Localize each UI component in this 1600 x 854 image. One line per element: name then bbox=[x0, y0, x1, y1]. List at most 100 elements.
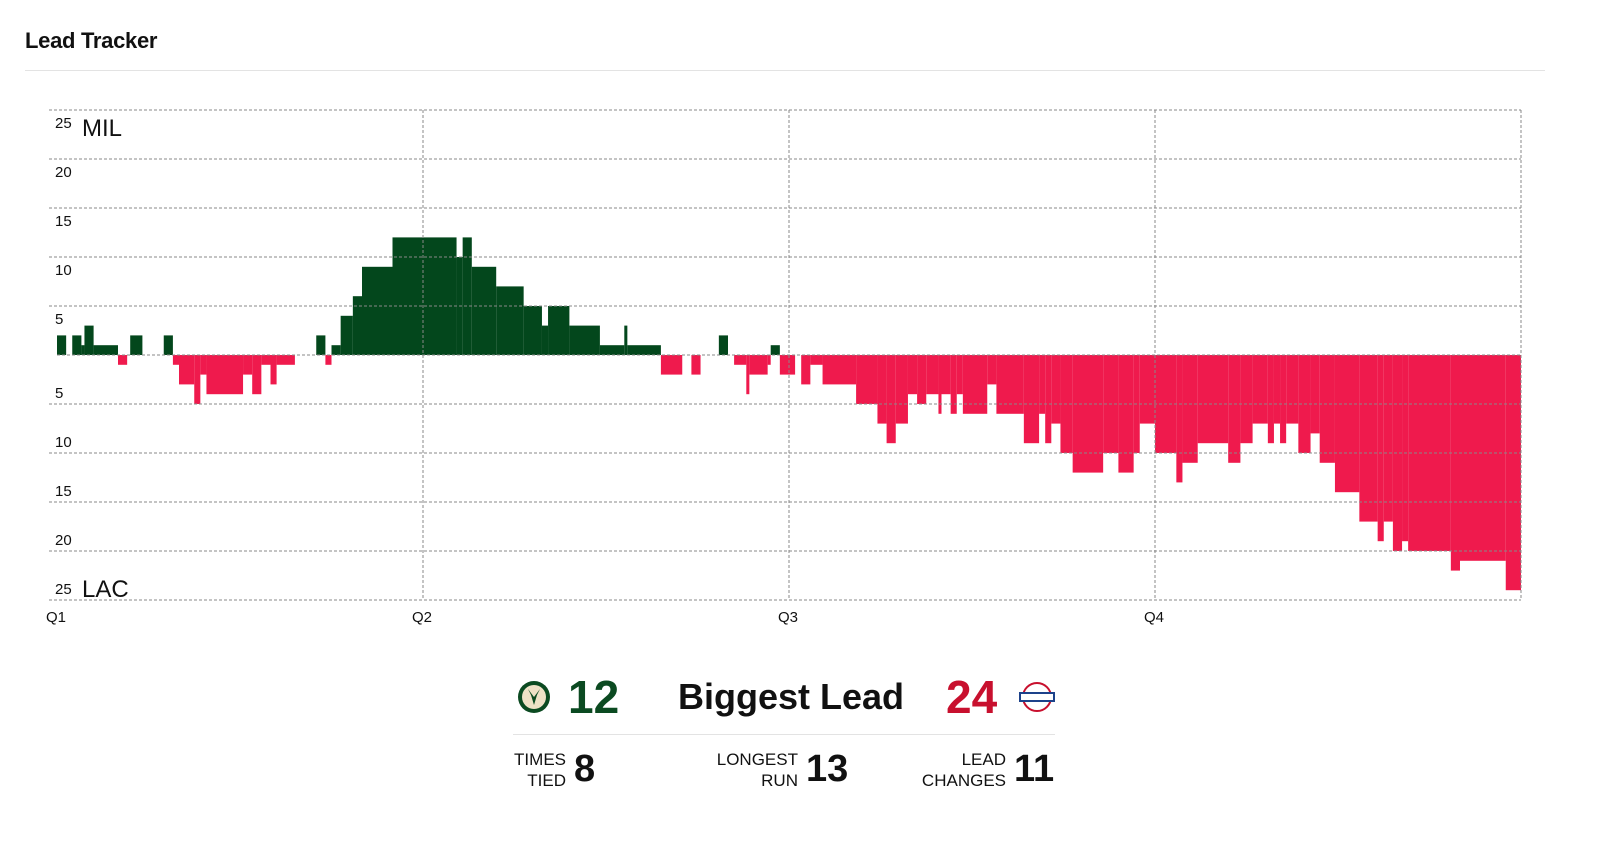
lead-bar bbox=[1392, 355, 1403, 551]
lead-bar bbox=[252, 355, 262, 395]
lead-bar bbox=[72, 335, 82, 355]
lead-bar bbox=[261, 355, 271, 365]
team-label: MIL bbox=[82, 115, 122, 142]
lead-bar bbox=[352, 296, 362, 355]
lead-bar bbox=[1051, 355, 1061, 424]
lead-bar bbox=[118, 355, 128, 365]
lead-bar bbox=[57, 335, 67, 355]
lead-bar bbox=[1505, 355, 1521, 591]
lead-bar bbox=[200, 355, 207, 375]
lead-bar bbox=[1045, 355, 1052, 444]
lead-bar bbox=[624, 325, 628, 355]
y-tick-label: 20 bbox=[55, 164, 72, 181]
lead-bar bbox=[179, 355, 195, 385]
lead-bar bbox=[856, 355, 878, 404]
lead-bar bbox=[767, 355, 771, 365]
lead-bar bbox=[1072, 355, 1104, 473]
stats-divider bbox=[513, 734, 1055, 735]
divider bbox=[25, 70, 1545, 71]
lead-bar bbox=[340, 315, 353, 355]
lead-bar bbox=[130, 335, 143, 355]
lead-bar bbox=[956, 355, 963, 395]
y-tick-label: 15 bbox=[55, 483, 72, 500]
lead-bar bbox=[541, 325, 549, 355]
lead-bar bbox=[1402, 355, 1409, 542]
lead-bar bbox=[987, 355, 997, 385]
lead-bar bbox=[907, 355, 918, 395]
stat-label: LEAD CHANGES bbox=[921, 749, 1006, 790]
lead-bar bbox=[1377, 355, 1384, 542]
lead-bar bbox=[599, 345, 625, 355]
x-tick-label: Q3 bbox=[778, 609, 798, 626]
section-title: Lead Tracker bbox=[25, 28, 158, 53]
lead-bar bbox=[548, 306, 570, 355]
lead-bar bbox=[569, 325, 600, 355]
stat-label: LONGEST RUN bbox=[716, 749, 798, 790]
lead-bar bbox=[1176, 355, 1183, 483]
lead-bar bbox=[325, 355, 332, 365]
lead-bar bbox=[1267, 355, 1274, 444]
lead-bar bbox=[462, 237, 472, 355]
times-tied: TIMES TIED 8 bbox=[476, 748, 595, 791]
lead-bar bbox=[734, 355, 747, 365]
lead-bar bbox=[331, 345, 341, 355]
lead-bar bbox=[938, 355, 942, 414]
lead-bar bbox=[1334, 355, 1360, 493]
lead-bar bbox=[917, 355, 927, 404]
biggest-lead-lac: 24 bbox=[946, 671, 998, 723]
y-tick-label: 25 bbox=[55, 115, 72, 132]
lead-bar bbox=[941, 355, 951, 395]
lead-bar bbox=[523, 306, 542, 355]
lead-bar bbox=[1039, 355, 1046, 414]
lead-bar bbox=[877, 355, 887, 424]
team-label: LAC bbox=[82, 576, 129, 603]
lead-bar bbox=[1310, 355, 1320, 434]
stat-value: 13 bbox=[806, 748, 849, 790]
lead-bar bbox=[810, 355, 823, 365]
lead-bar bbox=[316, 335, 326, 355]
lead-bar bbox=[1118, 355, 1134, 473]
longest-run: LONGEST RUN 13 bbox=[708, 748, 849, 791]
lead-bar bbox=[1252, 355, 1268, 424]
x-tick-label: Q2 bbox=[412, 609, 432, 626]
y-tick-label: 5 bbox=[55, 311, 63, 328]
lead-bar bbox=[1240, 355, 1253, 444]
lac-logo bbox=[1019, 682, 1055, 712]
stat-value: 11 bbox=[1014, 748, 1055, 790]
lead-bar bbox=[1023, 355, 1040, 444]
mil-logo bbox=[518, 681, 550, 713]
biggest-lead-mil: 12 bbox=[568, 671, 620, 723]
biggest-lead-label: Biggest Lead bbox=[678, 676, 905, 717]
lead-bar bbox=[496, 286, 524, 355]
lead-bar bbox=[81, 345, 85, 355]
lead-bar bbox=[1139, 355, 1155, 424]
lead-bar bbox=[996, 355, 1024, 414]
lead-bar bbox=[1319, 355, 1335, 463]
lead-bar bbox=[243, 355, 253, 375]
lead-bar bbox=[163, 335, 173, 355]
y-tick-label: 5 bbox=[55, 385, 63, 402]
lead-bar bbox=[84, 325, 94, 355]
lead-bar bbox=[779, 355, 796, 375]
lead-bar bbox=[822, 355, 857, 385]
stat-label: TIMES TIED bbox=[514, 749, 566, 790]
lead-bar bbox=[1197, 355, 1229, 444]
lead-chart: 25 20 15 10 5 5 10 15 20 25 Q1 Q2 Q3 Q4 MIL LAC bbox=[46, 109, 1522, 626]
lead-bar bbox=[962, 355, 988, 414]
lead-bar bbox=[886, 355, 896, 444]
y-tick-label: 25 bbox=[55, 581, 72, 598]
lead-bar bbox=[770, 345, 780, 355]
lead-bar bbox=[746, 355, 750, 395]
stat-value: 8 bbox=[574, 748, 596, 790]
lead-bar bbox=[172, 355, 179, 365]
lead-bar bbox=[1359, 355, 1378, 522]
lead-bar bbox=[1280, 355, 1287, 444]
lead-bar bbox=[392, 237, 457, 355]
lead-bar bbox=[1383, 355, 1393, 522]
lead-bar bbox=[660, 355, 683, 375]
lead-bar bbox=[627, 345, 661, 355]
lead-bar bbox=[93, 345, 118, 355]
y-tick-label: 10 bbox=[55, 262, 72, 279]
lead-bar bbox=[270, 355, 277, 385]
lead-bar bbox=[895, 355, 908, 424]
